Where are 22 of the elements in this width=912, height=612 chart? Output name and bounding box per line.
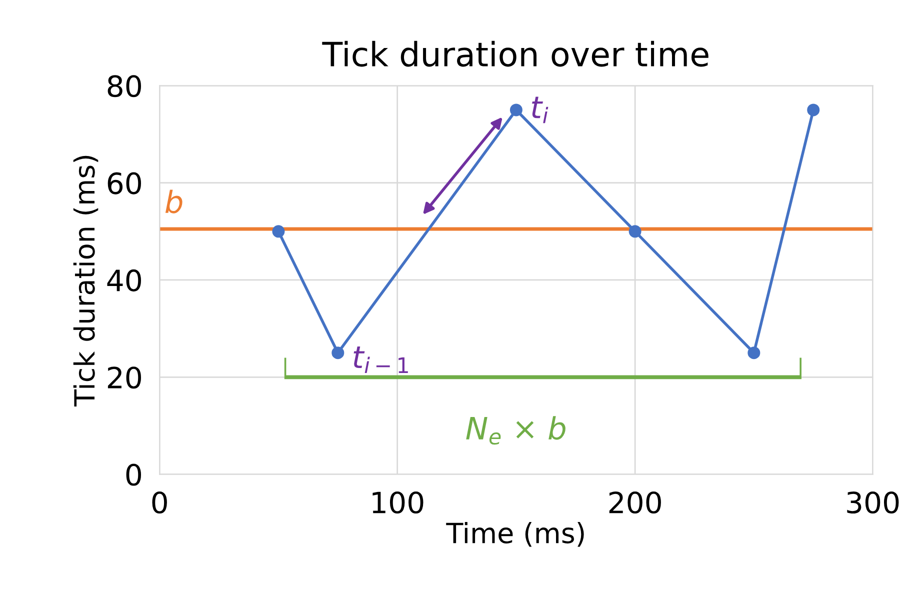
point [748,346,760,360]
annotation: N$_{e}$ × b [466,416,566,445]
x-tick-label: 100 [372,491,424,514]
point [332,346,344,360]
y-tick-label: 80 [108,75,141,98]
point [272,225,285,238]
point [807,104,820,116]
ref-line-label: b [165,190,182,214]
y-axis-title: Tick duration (ms) [73,156,98,407]
y-tick-label: 0 [126,464,141,486]
y-tick-label: 40 [107,269,141,292]
point [628,225,642,238]
y-tick-label: 60 [108,172,141,194]
annotation: t$_{i}$ [532,96,548,124]
chart-title: Tick duration over time [322,40,708,67]
x-axis-title: Time (ms) [446,522,584,547]
annotation: t$_{i−1}$ [354,346,408,374]
x-tick-label: 200 [609,491,661,514]
point [510,104,522,116]
x-tick-label: 300 [847,491,899,514]
y-tick-label: 20 [108,366,141,389]
x-tick-label: 0 [152,491,167,514]
